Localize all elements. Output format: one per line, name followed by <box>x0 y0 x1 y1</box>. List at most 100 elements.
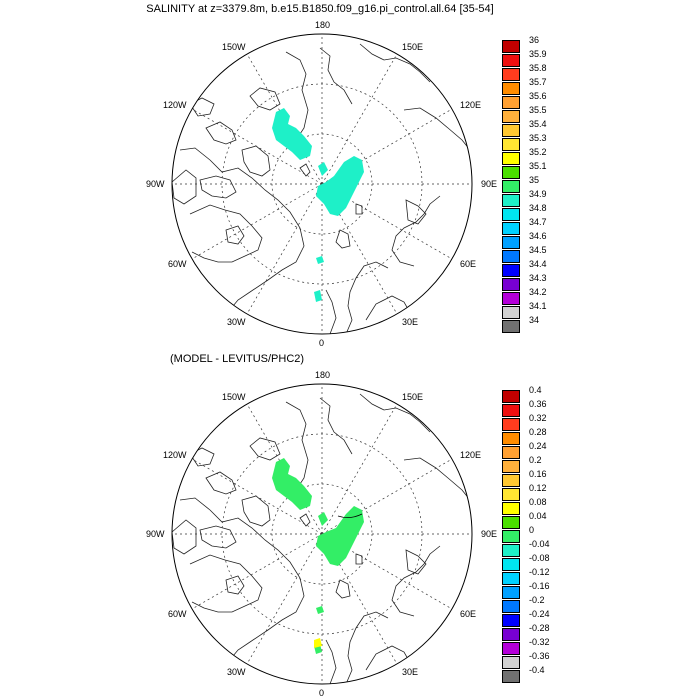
bottom-lon-label-0: 0 <box>319 688 325 698</box>
bottom-lon-label-90e: 90E <box>481 529 498 539</box>
bottom-colorbar-label: 0.28 <box>529 427 547 437</box>
bottom-colorbar-swatch <box>502 670 520 683</box>
top-colorbar-swatch <box>502 250 520 263</box>
bottom-lon-label-150e: 150E <box>402 392 424 402</box>
bottom-lon-label-60w: 60W <box>168 609 187 619</box>
bottom-colorbar-swatch <box>502 502 520 515</box>
top-colorbar-swatch <box>502 320 520 333</box>
bottom-colorbar-label: -0.36 <box>529 651 550 661</box>
bottom-lon-label-30e: 30E <box>402 667 419 677</box>
bottom-colorbar-swatch <box>502 530 520 543</box>
top-lon-label-60w: 60W <box>168 259 187 269</box>
bottom-colorbar-swatch <box>502 390 520 403</box>
bottom-lon-label-120w: 120W <box>163 450 187 460</box>
bottom-colorbar-label: -0.4 <box>529 665 545 675</box>
top-colorbar-label: 35.8 <box>529 63 547 73</box>
bottom-colorbar-swatch <box>502 418 520 431</box>
top-colorbar-label: 34.8 <box>529 203 547 213</box>
bottom-colorbar-swatch <box>502 558 520 571</box>
top-colorbar-swatch <box>502 222 520 235</box>
top-colorbar-swatch <box>502 54 520 67</box>
bottom-polar-map <box>171 383 473 685</box>
top-colorbar-swatch <box>502 82 520 95</box>
top-colorbar-label: 35.1 <box>529 161 547 171</box>
bottom-colorbar-swatch <box>502 572 520 585</box>
top-colorbar-swatch <box>502 110 520 123</box>
top-lon-label-30w: 30W <box>227 317 246 327</box>
top-map-boundary <box>171 33 473 335</box>
bottom-lon-label-120e: 120E <box>460 450 482 460</box>
bottom-colorbar-label: -0.16 <box>529 581 550 591</box>
bottom-lon-label-60e: 60E <box>460 609 477 619</box>
bottom-colorbar-swatch <box>502 446 520 459</box>
bottom-colorbar-swatch <box>502 656 520 669</box>
bottom-colorbar-swatch <box>502 488 520 501</box>
top-lon-label-90w: 90W <box>146 179 165 189</box>
bottom-colorbar-swatch <box>502 404 520 417</box>
top-colorbar: 36 35.9 35.8 35.7 35.6 35.5 35.4 35.3 35.2 35.1 35… <box>502 36 547 333</box>
top-lon-label-0: 0 <box>319 338 325 348</box>
bottom-map-boundary <box>171 383 473 685</box>
bottom-graticule <box>172 384 472 684</box>
top-colorbar-swatch <box>502 180 520 193</box>
top-colorbar-label: 34.6 <box>529 231 547 241</box>
top-lon-label-150e: 150E <box>402 42 424 52</box>
top-colorbar-swatch <box>502 68 520 81</box>
top-colorbar-label: 35.4 <box>529 119 547 129</box>
top-polar-map <box>171 33 473 335</box>
bottom-colorbar-swatch <box>502 586 520 599</box>
bottom-colorbar-label: -0.2 <box>529 595 545 605</box>
bottom-colorbar-swatch <box>502 600 520 613</box>
bottom-lon-label-180: 180 <box>315 370 331 380</box>
top-colorbar-label: 35.3 <box>529 133 547 143</box>
top-lon-label-60e: 60E <box>460 259 477 269</box>
top-lon-label-180: 180 <box>315 20 331 30</box>
bottom-colorbar: 0.4 0.36 0.32 0.28 0.24 0.2 0.16 0.12 0.08 0.04 0 -… <box>502 386 550 683</box>
top-colorbar-swatch <box>502 292 520 305</box>
top-colorbar-swatch <box>502 306 520 319</box>
bottom-difference-field <box>272 458 364 654</box>
bottom-colorbar-label: 0.4 <box>529 385 542 395</box>
top-colorbar-label: 35.5 <box>529 105 547 115</box>
top-lon-label-150w: 150W <box>222 42 246 52</box>
top-colorbar-swatch <box>502 166 520 179</box>
top-colorbar-label: 35.9 <box>529 49 547 59</box>
bottom-colorbar-label: 0.32 <box>529 413 547 423</box>
top-colorbar-swatch <box>502 236 520 249</box>
bottom-colorbar-label: -0.28 <box>529 623 550 633</box>
top-lon-label-120w: 120W <box>163 100 187 110</box>
top-colorbar-label: 34 <box>529 315 540 325</box>
top-colorbar-swatch <box>502 194 520 207</box>
top-colorbar-label: 35.6 <box>529 91 547 101</box>
top-colorbar-swatch <box>502 124 520 137</box>
bottom-colorbar-swatch <box>502 544 520 557</box>
bottom-colorbar-label: -0.32 <box>529 637 550 647</box>
bottom-colorbar-swatch <box>502 628 520 641</box>
top-colorbar-label: 34.9 <box>529 189 547 199</box>
bottom-colorbar-swatch <box>502 614 520 627</box>
top-colorbar-swatch <box>502 208 520 221</box>
top-colorbar-label: 34.1 <box>529 301 547 311</box>
bottom-colorbar-label: 0.2 <box>529 455 542 465</box>
top-colorbar-swatch <box>502 278 520 291</box>
top-colorbar-label: 34.2 <box>529 287 547 297</box>
bottom-colorbar-swatch <box>502 516 520 529</box>
bottom-colorbar-swatch <box>502 642 520 655</box>
map-title: SALINITY at z=3379.8m, b.e15.B1850.f09_g… <box>146 3 494 15</box>
bottom-colorbar-swatch <box>502 460 520 473</box>
bottom-colorbar-label: 0.12 <box>529 483 547 493</box>
bottom-colorbar-label: 0.08 <box>529 497 547 507</box>
difference-subtitle: (MODEL - LEVITUS/PHC2) <box>170 353 305 365</box>
top-colorbar-label: 35.7 <box>529 77 547 87</box>
zero-contour <box>337 513 363 518</box>
bottom-positive-patch <box>314 638 322 648</box>
top-colorbar-label: 34.4 <box>529 259 547 269</box>
top-colorbar-swatch <box>502 138 520 151</box>
bottom-lon-label-30w: 30W <box>227 667 246 677</box>
top-colorbar-label: 34.7 <box>529 217 547 227</box>
top-colorbar-swatch <box>502 96 520 109</box>
top-colorbar-label: 35.2 <box>529 147 547 157</box>
bottom-colorbar-label: -0.12 <box>529 567 550 577</box>
bottom-colorbar-label: -0.24 <box>529 609 550 619</box>
